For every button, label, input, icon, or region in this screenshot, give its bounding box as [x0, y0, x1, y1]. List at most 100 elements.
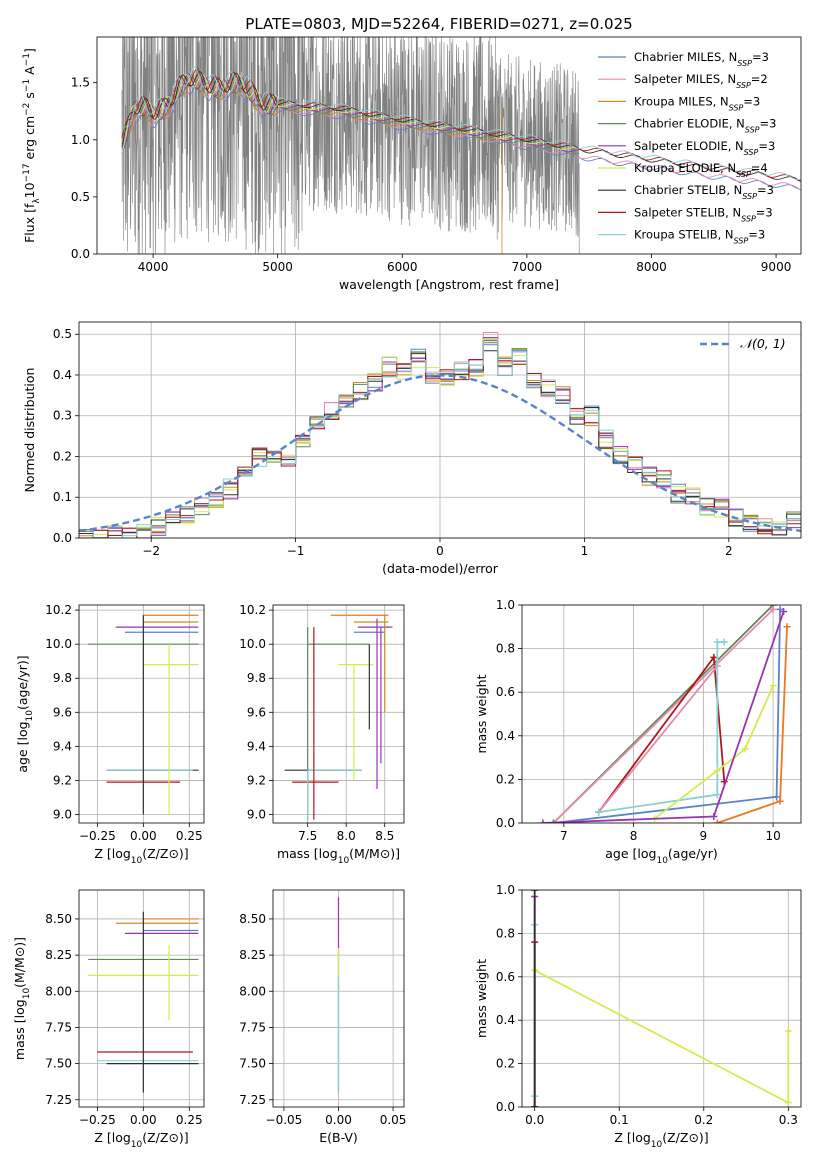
x-tick-label: 0.0	[525, 1113, 544, 1127]
mass-weight-marker	[549, 819, 557, 823]
x-tick-label: 10	[765, 829, 780, 843]
y-tick-label: 7.50	[45, 1057, 72, 1071]
x-tick-label: 0.1	[610, 1113, 629, 1127]
x-axis-label: (data-model)/error	[382, 561, 499, 576]
plot-area-massweight-vs-age	[522, 605, 801, 823]
x-axis-label: age [log10(age/yr)	[605, 846, 717, 866]
figure-title: PLATE=0803, MJD=52264, FIBERID=0271, z=0…	[245, 15, 632, 33]
x-tick-label: 0.25	[176, 1113, 203, 1127]
x-tick-label: 0.25	[176, 829, 203, 843]
panel-age-vs-mass: 7.5 8.0 8.5 9.0 9.2 9.4 9.6 9.8 10.0 10.2 mass [lo…	[239, 603, 405, 866]
mass-weight-marker	[769, 682, 777, 690]
y-axis-label: mass weight	[474, 674, 489, 753]
axes-frame	[78, 321, 802, 539]
x-tick-label: 8000	[636, 260, 667, 274]
model-spectrum-5	[121, 73, 579, 153]
y-tick-label: 1.0	[496, 598, 515, 612]
y-tick-label: 9.8	[53, 671, 72, 685]
y-tick-label: 9.2	[247, 773, 266, 787]
plot-area-age-vs-Z	[79, 605, 204, 823]
y-tick-label: 0.4	[496, 729, 515, 743]
x-tick-label: 4000	[138, 260, 169, 274]
y-tick-label: 10.0	[45, 637, 72, 651]
x-tick-label: 8	[630, 829, 638, 843]
legend-label-7: Salpeter STELIB, NSSP=3	[634, 205, 773, 223]
mass-weight-marker	[531, 1103, 539, 1107]
x-tick-label: 0	[436, 544, 444, 558]
y-axis-label: age [log10(age/yr)]	[15, 655, 35, 772]
x-axis-label: Z [log10(Z/Z⊙)]	[94, 1130, 188, 1150]
y-tick-label: 0.1	[53, 490, 72, 504]
y-tick-label: 8.25	[239, 948, 266, 962]
axes-frame	[521, 604, 802, 824]
y-tick-label: 8.00	[45, 984, 72, 998]
plot-area-massweight-vs-Z	[522, 890, 801, 1107]
y-tick-label: 7.75	[45, 1020, 72, 1034]
legend-label-8: Kroupa STELIB, NSSP=3	[634, 228, 765, 246]
y-tick-label: 8.50	[239, 912, 266, 926]
mass-weight-marker	[769, 605, 777, 613]
x-tick-label: −0.25	[79, 829, 116, 843]
mass-weight-marker	[776, 797, 784, 805]
legend-label-gaussian: 𝒩(0, 1)	[740, 336, 786, 351]
x-tick-label: 0.3	[779, 1113, 798, 1127]
panel-massweight-vs-age: 7 8 9 10 0.0 0.2 0.4 0.6 0.8 1.0 age [log10(age/yr…	[474, 598, 802, 866]
mass-weight-line-0	[534, 969, 790, 1105]
panel-mass-vs-EBV: −0.05 0.00 0.05 7.25 7.50 7.75 8.00 8.25 8.50 E(B…	[239, 889, 406, 1145]
plot-area-residuals	[79, 322, 801, 538]
y-tick-label: 0.4	[496, 1013, 515, 1027]
x-tick-label: −0.25	[79, 1113, 116, 1127]
y-tick-label: 9.4	[53, 739, 72, 753]
y-tick-label: 8.25	[45, 948, 72, 962]
axes-frame	[272, 604, 405, 824]
plot-area-spectrum	[121, 37, 801, 254]
y-tick-label: 10.2	[45, 603, 72, 617]
y-tick-label: 7.25	[239, 1093, 266, 1107]
y-tick-label: 0.2	[53, 449, 72, 463]
x-tick-label: 0.2	[694, 1113, 713, 1127]
legend-label-6: Chabrier STELIB, NSSP=3	[634, 183, 774, 201]
mass-weight-marker	[710, 812, 718, 820]
legend-label-1: Salpeter MILES, NSSP=2	[634, 72, 768, 90]
axes-frame	[78, 889, 205, 1108]
mass-weight-marker	[784, 1027, 792, 1035]
mass-weight-marker	[531, 890, 539, 894]
mass-weight-marker	[539, 819, 547, 823]
x-tick-label: 7.5	[298, 829, 317, 843]
y-tick-label: 9.6	[247, 705, 266, 719]
y-tick-label: 0.4	[53, 368, 72, 382]
y-tick-label: 1.5	[71, 76, 90, 90]
y-tick-label: 0.5	[53, 327, 72, 341]
y-tick-label: 9.0	[247, 807, 266, 821]
legend-label-5: Kroupa ELODIE, NSSP=4	[634, 161, 768, 179]
y-tick-label: 1.0	[71, 133, 90, 147]
model-spectrum-4	[121, 73, 579, 153]
x-tick-label: 2	[725, 544, 733, 558]
x-tick-label: −2	[142, 544, 160, 558]
mass-weight-line-4	[598, 665, 718, 813]
model-spectrum-8	[121, 66, 801, 180]
y-tick-label: 0.6	[496, 970, 515, 984]
mass-weight-line-6	[653, 685, 774, 820]
mass-weight-marker	[713, 819, 721, 823]
residual-histogram-2	[79, 337, 801, 538]
model-spectrum-1	[121, 76, 801, 190]
spectrum-legend: Chabrier MILES, NSSP=3 Salpeter MILES, NS…	[598, 50, 776, 245]
spectrum-data	[121, 37, 580, 254]
panel-massweight-vs-Z: 0.0 0.1 0.2 0.3 0.0 0.2 0.4 0.6 0.8 1.0 Z [log10(Z…	[474, 883, 802, 1150]
x-tick-label: 8.0	[337, 829, 356, 843]
y-axis-label: Flux [fλ10−17 erg cm−2 s−1 A−1]	[22, 48, 42, 243]
mass-weight-marker	[773, 793, 781, 801]
y-tick-label: 7.50	[239, 1057, 266, 1071]
plot-area-mass-vs-EBV	[273, 890, 404, 1107]
mass-weight-marker	[713, 638, 721, 646]
x-axis-label: wavelength [Angstrom, rest frame]	[339, 277, 559, 292]
legend-label-0: Chabrier MILES, NSSP=3	[634, 50, 769, 68]
y-tick-label: 0.0	[496, 1100, 515, 1114]
x-tick-label: 1	[581, 544, 589, 558]
y-tick-label: 0.3	[53, 409, 72, 423]
y-tick-label: 0.5	[71, 190, 90, 204]
y-tick-label: 0.0	[71, 247, 90, 261]
x-axis-label: Z [log10(Z/Z⊙)]	[94, 846, 188, 866]
